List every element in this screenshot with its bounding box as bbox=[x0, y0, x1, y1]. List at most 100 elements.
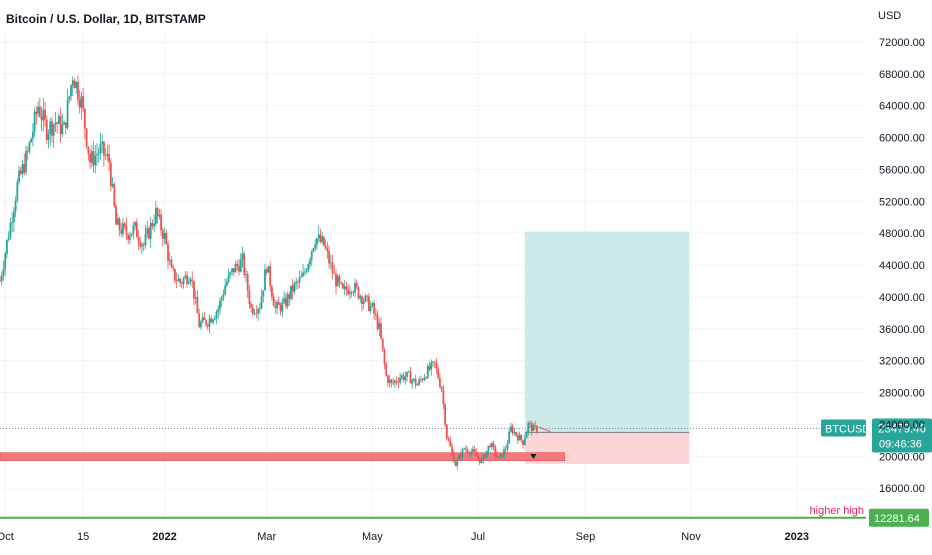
candle-body bbox=[32, 131, 34, 139]
candle-body bbox=[421, 379, 424, 381]
candle bbox=[189, 276, 192, 286]
candle bbox=[196, 290, 199, 314]
candle-body bbox=[236, 263, 239, 266]
candle bbox=[174, 268, 176, 284]
candle bbox=[342, 282, 344, 290]
candle bbox=[250, 301, 253, 313]
candle bbox=[227, 268, 230, 284]
candle-body bbox=[458, 455, 460, 460]
candle-body bbox=[272, 296, 275, 306]
candle bbox=[262, 290, 265, 303]
candle bbox=[400, 373, 403, 381]
y-tick-label: 40000.00 bbox=[879, 292, 925, 304]
candle bbox=[413, 378, 415, 382]
candle bbox=[373, 299, 376, 320]
candle-body bbox=[201, 317, 204, 323]
candle bbox=[127, 233, 130, 245]
candle bbox=[466, 446, 469, 455]
candle bbox=[459, 451, 462, 462]
candle-body bbox=[445, 424, 448, 439]
candle-body bbox=[12, 211, 15, 223]
candle-body bbox=[407, 371, 410, 373]
candle bbox=[428, 361, 431, 372]
candle bbox=[482, 453, 485, 464]
candle bbox=[276, 299, 279, 315]
candle-body bbox=[30, 138, 33, 143]
higher-high-annotation: higher high bbox=[810, 505, 864, 517]
candle-body bbox=[267, 266, 270, 273]
x-tick-label: 2023 bbox=[784, 531, 808, 543]
candle-body bbox=[177, 278, 180, 282]
candle-body bbox=[73, 80, 76, 89]
candle-body bbox=[508, 431, 511, 444]
candle bbox=[38, 97, 41, 119]
candle bbox=[522, 440, 524, 449]
candle bbox=[390, 378, 393, 388]
candle-body bbox=[342, 283, 344, 289]
candle bbox=[324, 239, 327, 250]
candle bbox=[179, 277, 182, 288]
candle bbox=[530, 421, 533, 436]
candle bbox=[418, 376, 421, 387]
candle bbox=[499, 453, 502, 461]
candle-body bbox=[83, 108, 86, 129]
candle bbox=[47, 129, 50, 149]
support-zone bbox=[0, 452, 565, 461]
candle bbox=[77, 75, 79, 106]
candle bbox=[203, 312, 206, 321]
candle-body bbox=[527, 422, 530, 432]
candle-body bbox=[2, 268, 5, 276]
candle bbox=[210, 315, 213, 323]
candle-body bbox=[485, 450, 488, 458]
candle bbox=[343, 279, 346, 296]
candle-body bbox=[376, 315, 379, 330]
candle bbox=[496, 451, 498, 460]
candle-body bbox=[52, 124, 55, 136]
price-axis[interactable]: 72000.00 68000.00 64000.00 60000.00 56000.00… bbox=[0, 37, 929, 527]
candle-body bbox=[380, 323, 382, 339]
candle-body bbox=[523, 438, 526, 445]
candle bbox=[480, 457, 483, 464]
candle-body bbox=[180, 283, 183, 284]
candle-body bbox=[497, 457, 500, 459]
candle-body bbox=[189, 279, 192, 283]
candle-body bbox=[9, 222, 12, 238]
candle-body bbox=[461, 449, 464, 458]
candle bbox=[345, 281, 348, 296]
candle-body bbox=[345, 286, 348, 291]
candle-body bbox=[14, 200, 17, 212]
currency-label: USD bbox=[878, 10, 901, 22]
candle-body bbox=[0, 280, 1, 282]
candle bbox=[411, 378, 414, 389]
candle-body bbox=[141, 244, 143, 247]
candle bbox=[298, 270, 301, 289]
candle-body bbox=[385, 363, 388, 376]
candle bbox=[37, 101, 40, 118]
candle bbox=[336, 273, 339, 287]
candle bbox=[269, 261, 272, 292]
candle-body bbox=[174, 268, 176, 281]
candle-body bbox=[381, 338, 384, 350]
candle-body bbox=[103, 141, 105, 156]
candle bbox=[215, 309, 218, 325]
candle bbox=[361, 294, 363, 312]
candle bbox=[129, 231, 131, 245]
candle bbox=[63, 120, 65, 125]
candle-body bbox=[383, 349, 386, 364]
candle-body bbox=[293, 283, 296, 292]
candle bbox=[2, 260, 5, 281]
candle-body bbox=[89, 153, 91, 163]
candle-body bbox=[158, 214, 161, 217]
candle-body bbox=[142, 244, 145, 246]
candle bbox=[184, 271, 187, 280]
time-axis[interactable]: Oct 15 2022 Mar May Jul Sep Nov 2023 bbox=[0, 531, 809, 543]
candle bbox=[470, 448, 473, 457]
candle-body bbox=[522, 440, 524, 445]
candle bbox=[103, 140, 105, 167]
candle bbox=[423, 373, 426, 382]
candle bbox=[435, 358, 438, 375]
candle bbox=[90, 145, 93, 168]
candle-body bbox=[395, 380, 398, 382]
candle bbox=[383, 347, 386, 370]
